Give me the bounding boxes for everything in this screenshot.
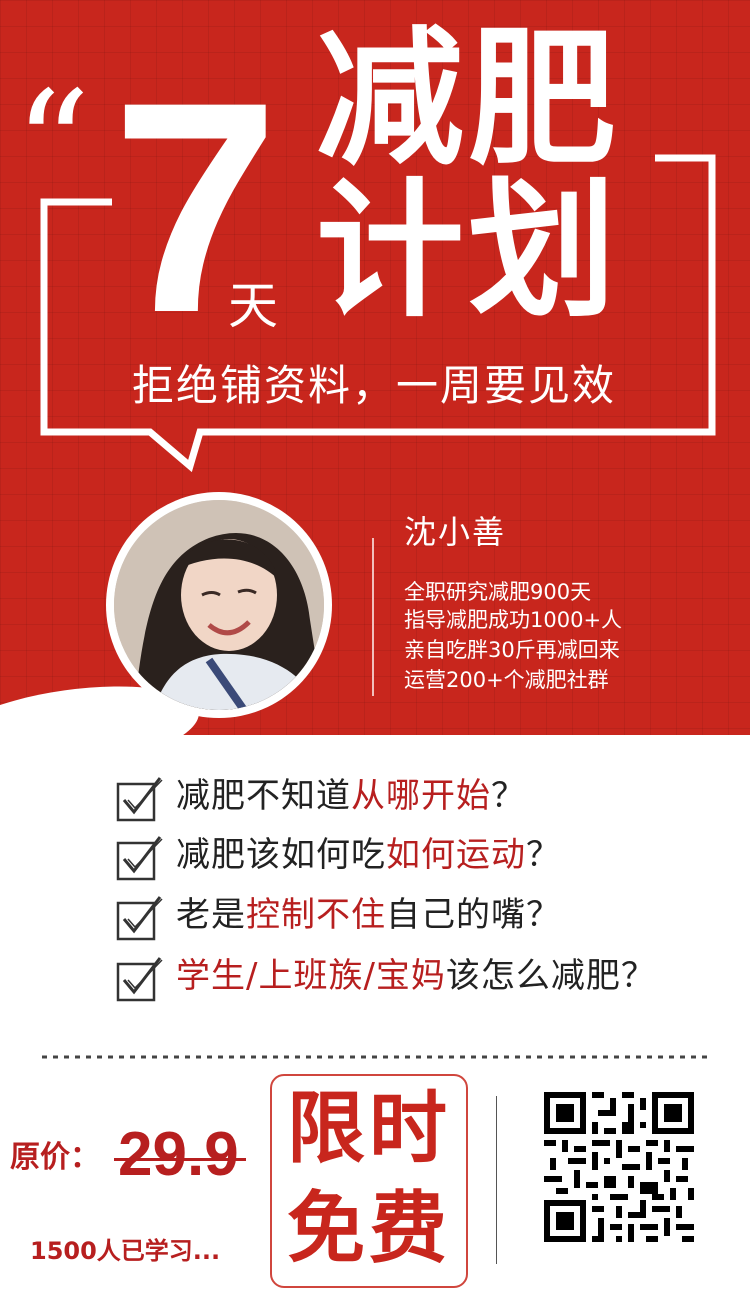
qr-code-icon[interactable]	[544, 1092, 694, 1242]
question-text: 学生/上班族/宝妈该怎么减肥？	[176, 956, 656, 996]
dashed-divider	[42, 1055, 712, 1059]
checkbox-check-icon	[116, 896, 163, 941]
quote-mark: “	[14, 60, 91, 234]
author-photo	[114, 500, 324, 710]
hero-title-line2: 计划	[316, 165, 620, 337]
original-price-label: 原价：	[10, 1140, 100, 1175]
free-offer-line2: 免费	[286, 1184, 451, 1274]
question-text: 老是控制不住自己的嘴？	[176, 895, 561, 935]
question-text: 减肥不知道从哪开始？	[176, 776, 526, 816]
original-price: 29.9	[118, 1120, 239, 1189]
hero-subtitle: 拒绝铺资料，一周要见效	[132, 361, 617, 410]
hero-number: 7	[112, 39, 279, 375]
author-name: 沈小善	[404, 513, 507, 551]
free-offer-line1: 限时	[286, 1084, 451, 1174]
author-bio-line: 全职研究减肥900天	[404, 580, 592, 604]
question-text: 减肥该如何吃如何运动？	[176, 835, 561, 875]
learner-count: 1500人已学习...	[30, 1237, 221, 1265]
author-bio-line: 运营200+个减肥社群	[404, 668, 609, 692]
checkbox-check-icon	[116, 957, 163, 1002]
author-bio-line: 指导减肥成功1000+人	[404, 608, 623, 632]
author-bio-line: 亲自吃胖30斤再减回来	[404, 638, 620, 662]
author-avatar	[106, 492, 332, 718]
speech-bubble-frame	[40, 154, 716, 473]
checkbox-check-icon	[116, 777, 163, 822]
price-strikethrough	[114, 1158, 246, 1161]
qr-divider	[496, 1096, 497, 1264]
hero-title-line1: 减肥	[316, 13, 620, 185]
free-offer-badge: 限时 免费	[270, 1074, 468, 1288]
author-divider	[372, 538, 374, 696]
hero-unit: 天	[228, 277, 278, 335]
checkbox-check-icon	[116, 836, 163, 881]
